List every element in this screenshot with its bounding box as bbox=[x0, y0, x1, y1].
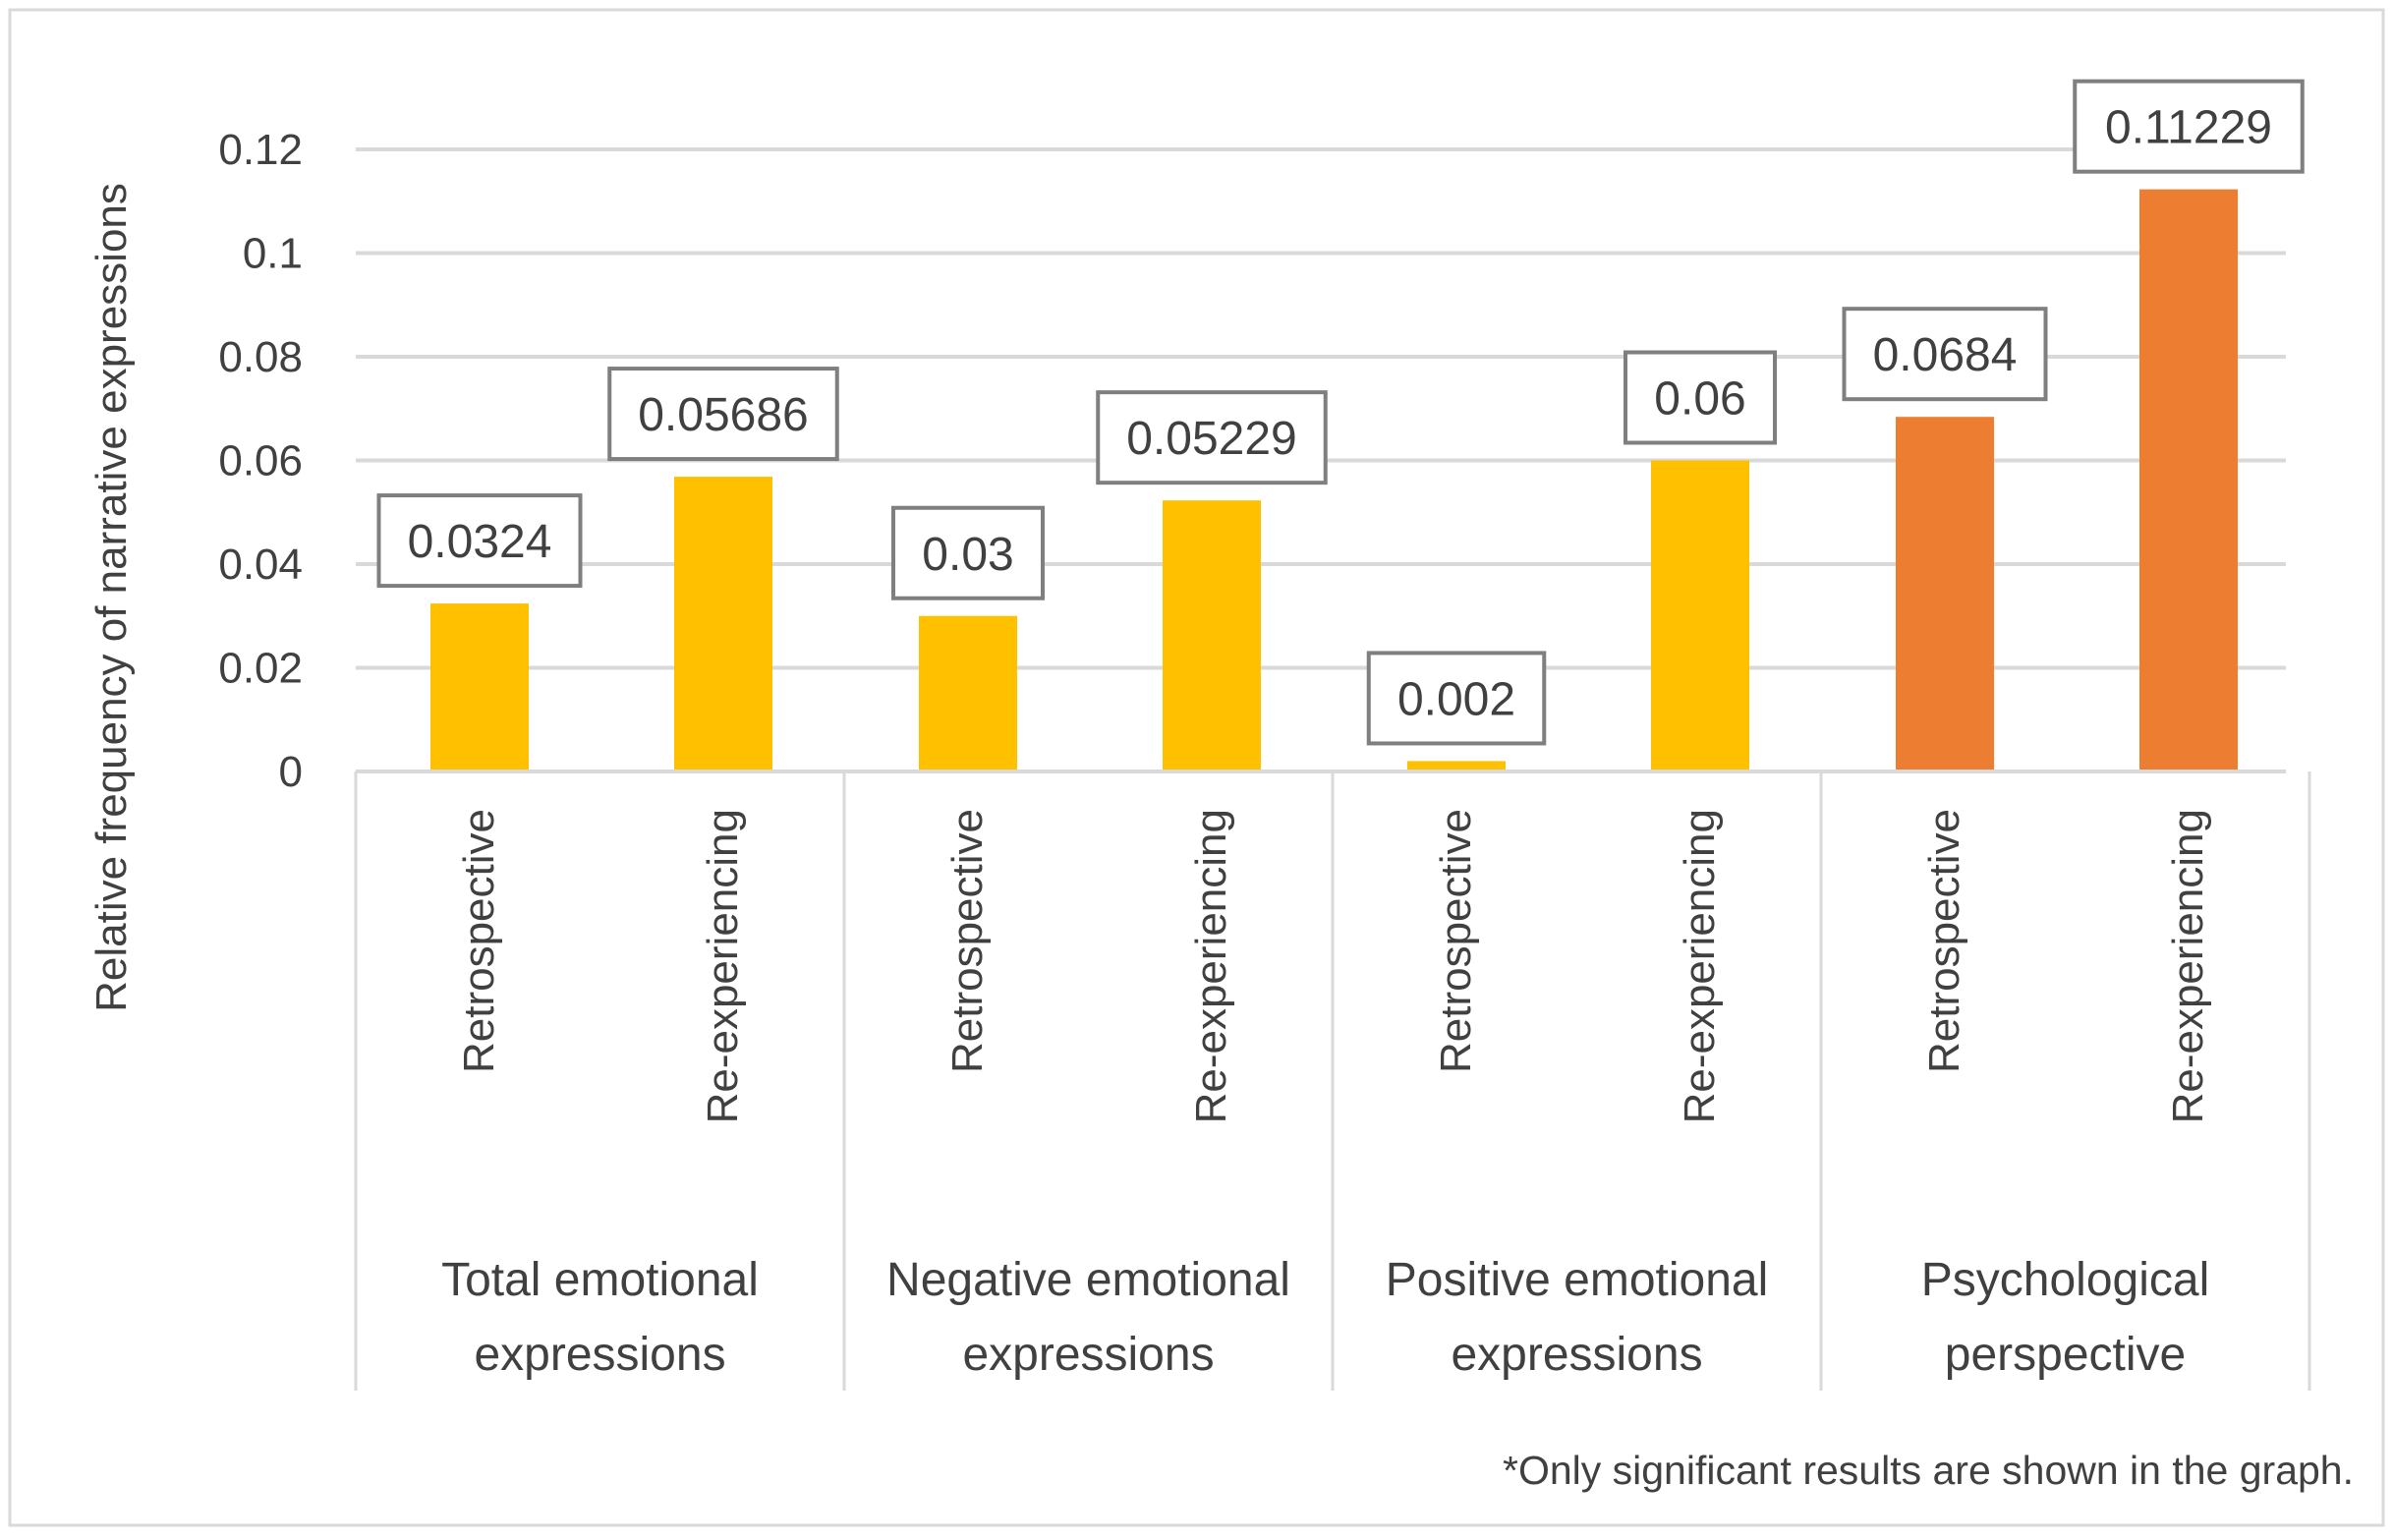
data-label: 0.11229 bbox=[2105, 102, 2272, 154]
data-label: 0.002 bbox=[1397, 673, 1515, 725]
data-label: 0.05229 bbox=[1126, 413, 1297, 465]
y-tick-label: 0.02 bbox=[218, 645, 303, 693]
y-tick-label: 0.1 bbox=[243, 230, 303, 278]
data-label: 0.0324 bbox=[408, 516, 552, 568]
bar-category-label: Re-experiencing bbox=[699, 809, 747, 1123]
data-label: 0.03 bbox=[922, 529, 1013, 581]
bar bbox=[919, 615, 1017, 771]
group-label-line: expressions bbox=[962, 1329, 1214, 1381]
data-label-box bbox=[1366, 651, 1547, 746]
bar bbox=[1651, 460, 1749, 771]
bar-category-label: Re-experiencing bbox=[2164, 809, 2212, 1123]
y-tick-label: 0.12 bbox=[218, 126, 303, 174]
group-label-line: perspective bbox=[1945, 1329, 2186, 1381]
bar-category-label: Retrospective bbox=[1432, 809, 1480, 1073]
data-label-box bbox=[1842, 307, 2048, 402]
group-label-line: expressions bbox=[474, 1329, 725, 1381]
data-label-box bbox=[2073, 79, 2305, 174]
bar-category-label: Retrospective bbox=[943, 809, 992, 1073]
bar bbox=[1407, 761, 1506, 771]
bar bbox=[430, 603, 529, 771]
data-label-box bbox=[607, 367, 839, 462]
data-label: 0.06 bbox=[1654, 373, 1745, 426]
group-label-line: Total emotional bbox=[441, 1254, 759, 1306]
y-tick-label: 0.04 bbox=[218, 541, 303, 589]
y-axis-title: Relative frequency of narrative expressi… bbox=[87, 183, 136, 1012]
data-label-box bbox=[376, 493, 583, 589]
bar bbox=[2139, 189, 2238, 772]
group-label-line: Positive emotional bbox=[1386, 1254, 1769, 1306]
group-label-line: expressions bbox=[1451, 1329, 1702, 1381]
footnote: *Only significant results are shown in t… bbox=[1503, 1448, 2354, 1493]
bar bbox=[1896, 417, 1994, 771]
bar-category-label: Re-experiencing bbox=[1187, 809, 1235, 1123]
data-label-box bbox=[891, 505, 1045, 600]
y-tick-label: 0.06 bbox=[218, 437, 303, 485]
bar bbox=[674, 477, 772, 771]
data-label-box bbox=[1096, 390, 1328, 485]
data-label: 0.05686 bbox=[638, 389, 809, 441]
data-label-box bbox=[1624, 350, 1777, 445]
group-label-line: Negative emotional bbox=[886, 1254, 1290, 1306]
y-tick-label: 0.08 bbox=[218, 333, 303, 381]
group-label-line: Psychological bbox=[1921, 1254, 2209, 1306]
bar-category-label: Retrospective bbox=[1920, 809, 1968, 1073]
y-tick-label: 0 bbox=[279, 748, 303, 796]
bar bbox=[1163, 500, 1261, 771]
data-label: 0.0684 bbox=[1873, 329, 2018, 381]
bar-category-label: Retrospective bbox=[455, 809, 503, 1073]
bar-category-label: Re-experiencing bbox=[1676, 809, 1724, 1123]
